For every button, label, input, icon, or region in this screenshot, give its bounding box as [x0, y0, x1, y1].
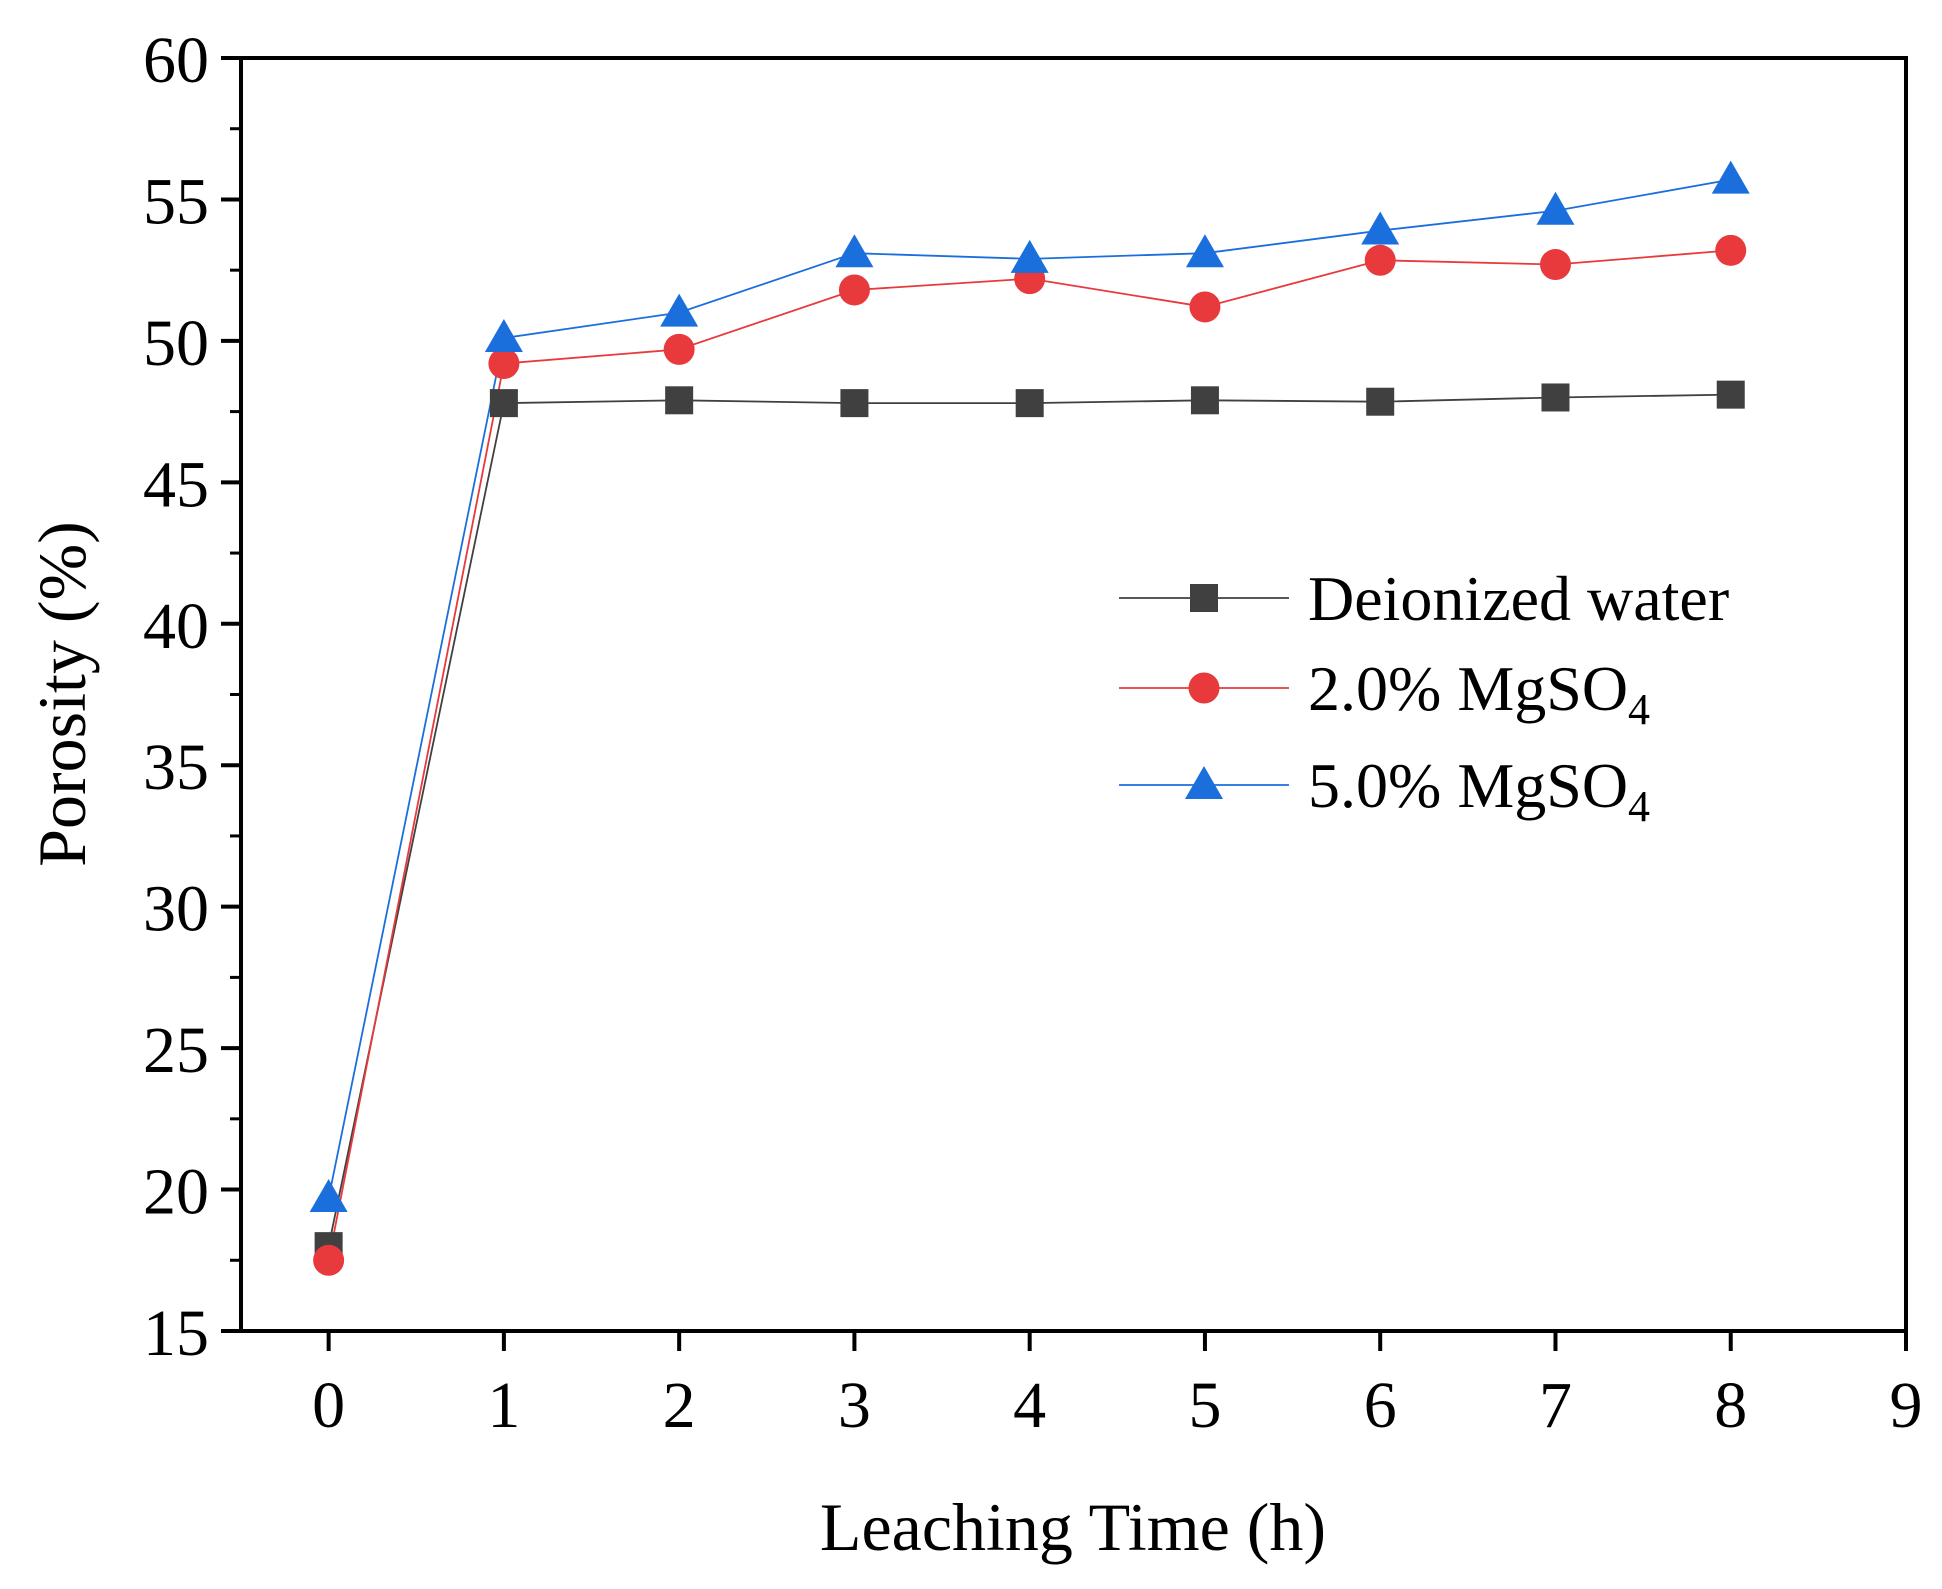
data-point-s2-0	[313, 1244, 345, 1276]
data-point-s1-6	[1366, 387, 1395, 416]
data-point-s3-3	[835, 234, 874, 268]
y-tick-label: 20	[143, 1156, 209, 1229]
x-tick-label: 5	[1188, 1369, 1221, 1442]
y-tick-label: 15	[143, 1297, 209, 1370]
data-point-s2-3	[838, 274, 870, 306]
x-tick-label: 9	[1890, 1369, 1923, 1442]
data-point-s2-7	[1539, 249, 1571, 281]
x-tick-label: 3	[838, 1369, 871, 1442]
y-tick-label: 35	[143, 731, 209, 804]
x-tick-label: 6	[1364, 1369, 1397, 1442]
x-tick-label: 8	[1714, 1369, 1747, 1442]
legend-label-2: 2.0% MgSO4	[1308, 653, 1650, 734]
legend-marker-2	[1188, 672, 1220, 704]
y-tick-label: 45	[143, 448, 209, 521]
data-point-s3-0	[309, 1179, 348, 1213]
data-point-s3-7	[1536, 191, 1575, 225]
y-tick-label: 30	[143, 873, 209, 946]
y-tick-label: 25	[143, 1014, 209, 1087]
y-tick-label: 40	[143, 590, 209, 663]
data-point-s3-6	[1361, 211, 1400, 245]
data-point-s1-1	[489, 389, 518, 418]
data-point-s2-8	[1715, 234, 1747, 266]
data-point-s1-7	[1541, 383, 1570, 412]
data-point-s2-2	[663, 333, 695, 365]
data-point-s1-8	[1716, 380, 1745, 409]
y-tick-label: 60	[143, 24, 209, 97]
y-tick-label: 50	[143, 307, 209, 380]
x-tick-label: 2	[663, 1369, 696, 1442]
legend-marker-1	[1190, 584, 1218, 612]
legend-label-subscript: 4	[1628, 782, 1650, 831]
legend-label-3: 5.0% MgSO4	[1308, 750, 1650, 831]
x-tick-label: 7	[1539, 1369, 1572, 1442]
data-point-s2-1	[488, 348, 520, 380]
y-axis-title: Porosity (%)	[24, 521, 100, 867]
data-point-s3-8	[1711, 160, 1750, 194]
data-point-s1-5	[1190, 386, 1219, 415]
x-tick-label: 0	[312, 1369, 345, 1442]
data-point-s1-2	[665, 386, 694, 415]
series-markers	[309, 160, 1750, 1276]
x-tick-label: 1	[487, 1369, 520, 1442]
data-point-s2-6	[1364, 244, 1396, 276]
data-point-s1-3	[840, 389, 869, 418]
x-tick-label: 4	[1013, 1369, 1046, 1442]
y-tick-label: 55	[143, 165, 209, 238]
data-point-s3-2	[660, 293, 699, 327]
data-point-s3-5	[1185, 234, 1224, 268]
legend-label-main: 2.0% MgSO	[1308, 653, 1628, 724]
x-axis-title: Leaching Time (h)	[820, 1489, 1326, 1565]
data-point-s3-1	[484, 319, 523, 353]
legend-marker-3	[1185, 766, 1223, 799]
legend-label-main: 5.0% MgSO	[1308, 750, 1628, 821]
data-point-s2-5	[1189, 291, 1221, 323]
legend-label-1: Deionized water	[1308, 563, 1729, 634]
data-point-s3-4	[1010, 239, 1049, 273]
data-point-s1-4	[1015, 389, 1044, 418]
legend-label-main: Deionized water	[1308, 563, 1729, 634]
legend-label-subscript: 4	[1628, 685, 1650, 734]
